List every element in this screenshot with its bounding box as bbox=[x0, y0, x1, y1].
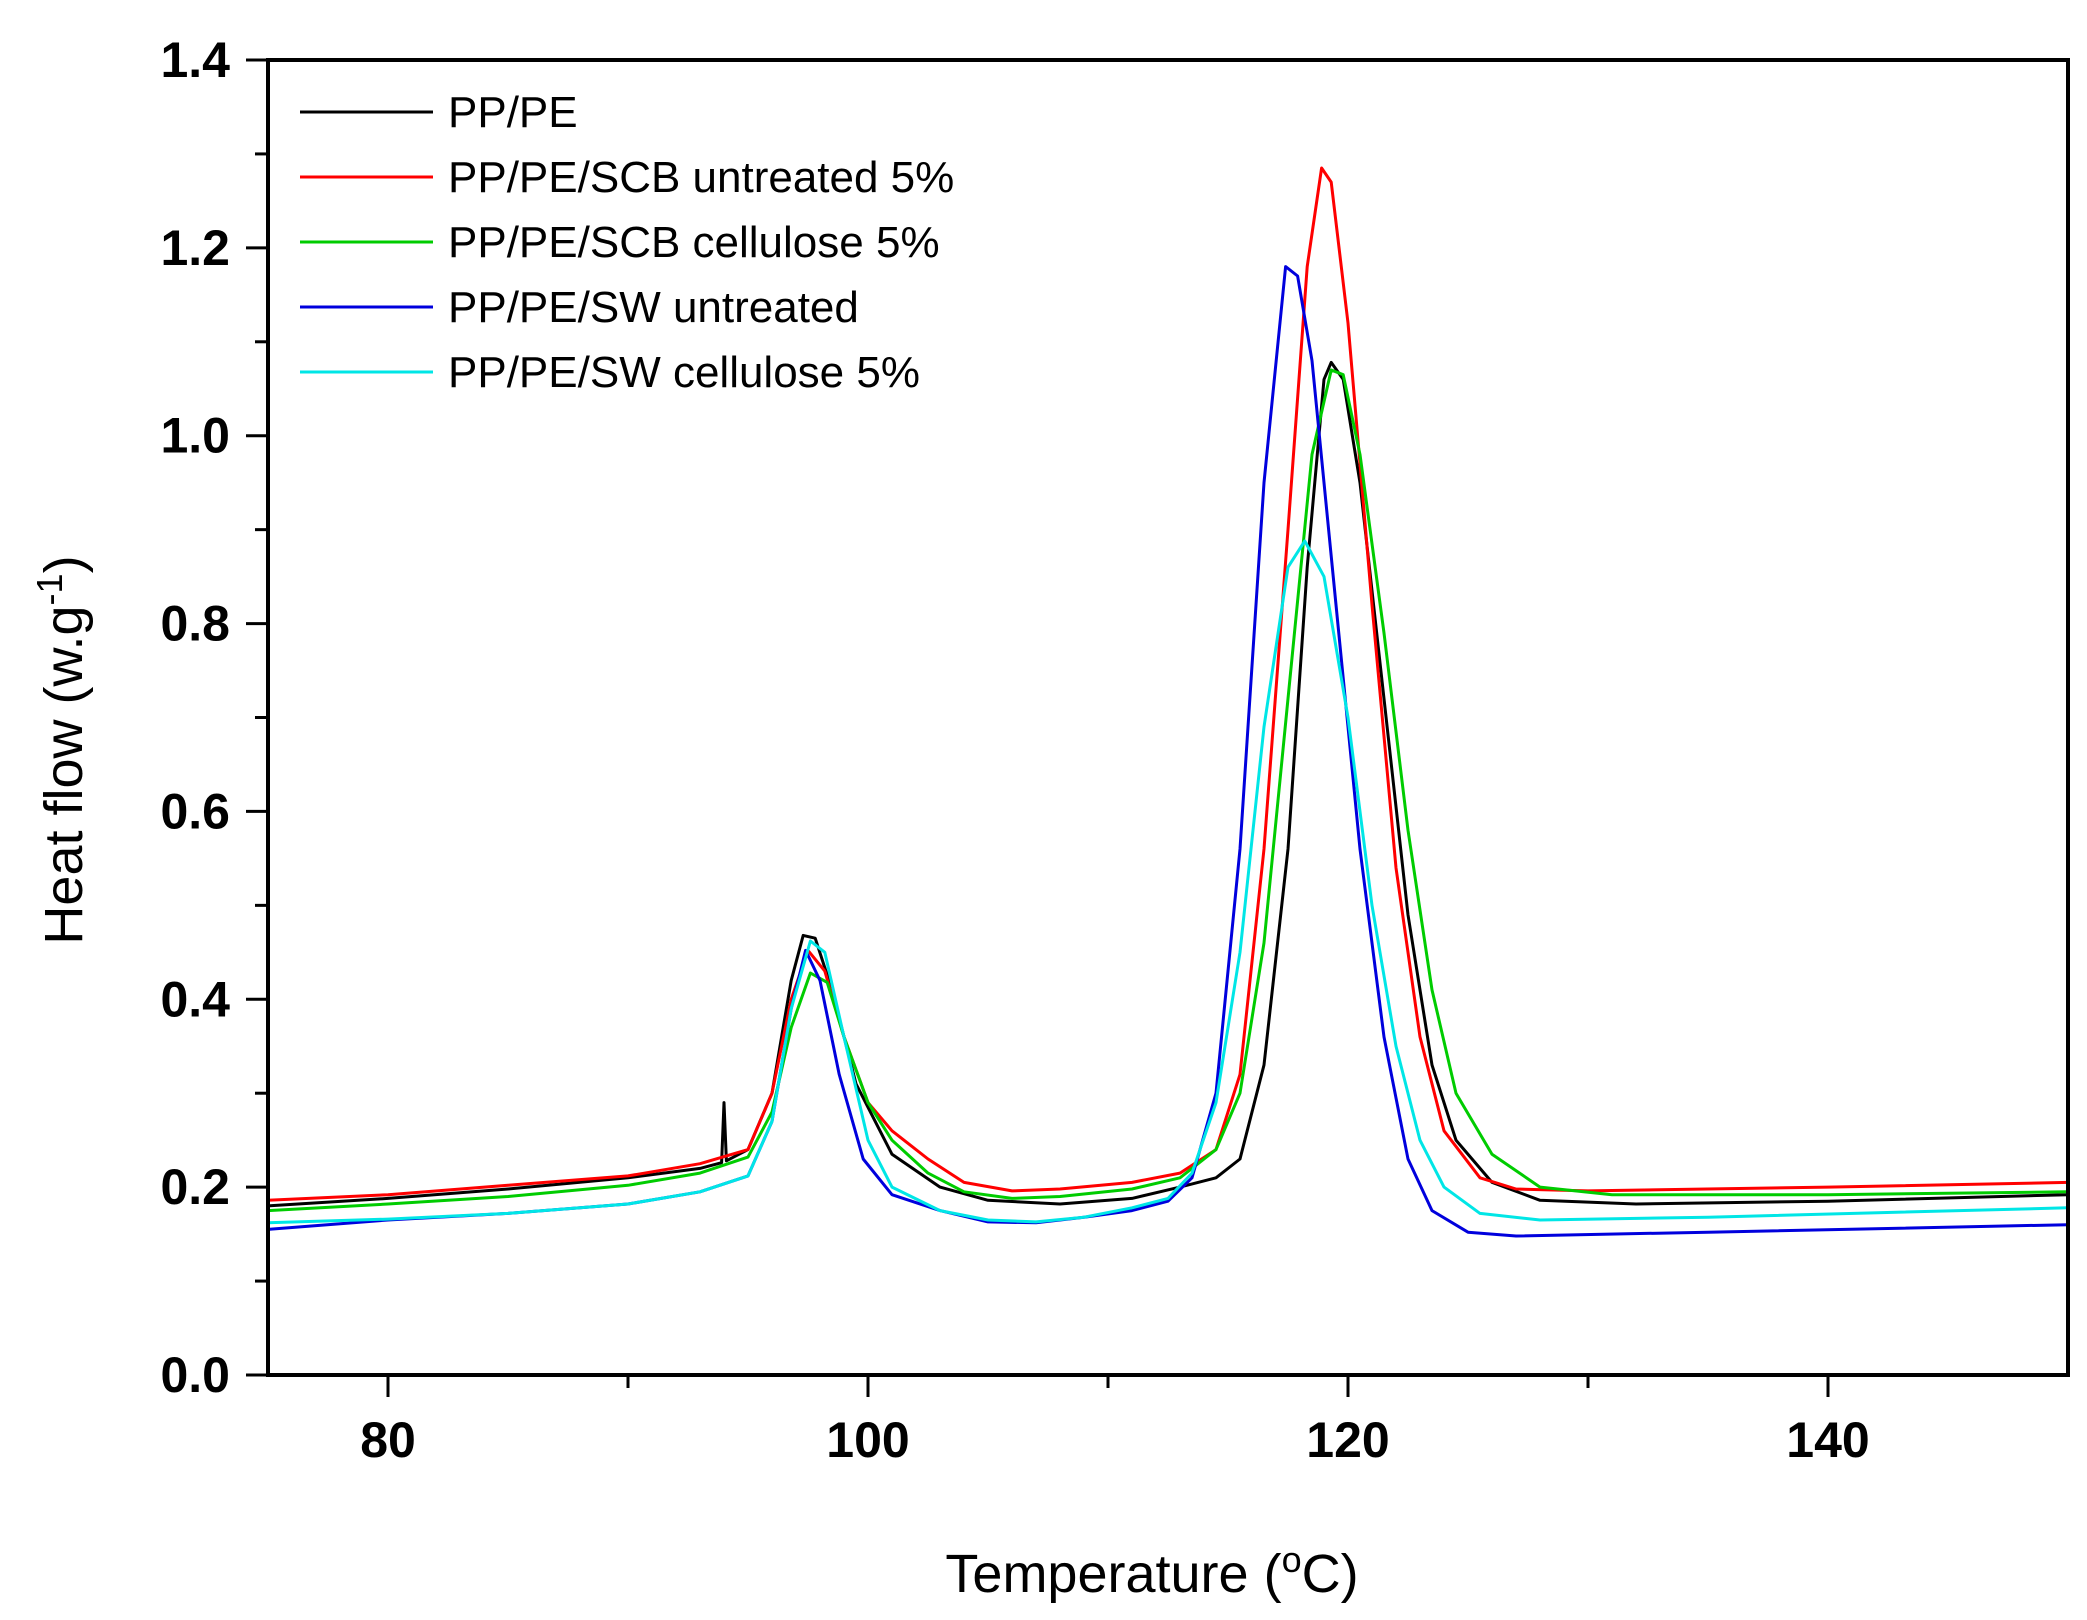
y-tick-label: 0.4 bbox=[160, 971, 230, 1027]
series-line-3 bbox=[267, 368, 2069, 1213]
legend-label: PP/PE/SCB untreated 5% bbox=[448, 153, 954, 202]
y-tick-label: 1.0 bbox=[160, 408, 230, 464]
y-tick-label: 0.2 bbox=[160, 1159, 230, 1215]
y-tick-label: 1.2 bbox=[160, 220, 230, 276]
plot-frame bbox=[266, 58, 2070, 1377]
legend: PP/PE PP/PE/SCB untreated 5% PP/PE/SCB cel… bbox=[300, 88, 954, 397]
x-tick-label: 120 bbox=[1306, 1412, 1389, 1468]
series-line-5 bbox=[267, 539, 2069, 1225]
legend-label: PP/PE/SW cellulose 5% bbox=[448, 348, 920, 397]
y-axis-title: Heat flow (w.g-1) bbox=[29, 555, 94, 944]
tick-labels: 80 100 120 140 0.0 0.2 0.4 0.6 0.8 1.0 1.2 1.4 bbox=[160, 32, 1869, 1468]
x-tick-label: 140 bbox=[1786, 1412, 1869, 1468]
legend-label: PP/PE/SCB cellulose 5% bbox=[448, 218, 940, 267]
axis-ticks bbox=[246, 58, 1830, 1397]
x-tick-label: 80 bbox=[360, 1412, 416, 1468]
x-tick-label: 100 bbox=[826, 1412, 909, 1468]
plot-lines bbox=[267, 166, 2069, 1238]
y-tick-label: 0.8 bbox=[160, 596, 230, 652]
y-tick-label: 0.6 bbox=[160, 783, 230, 839]
series-line-2 bbox=[267, 166, 2069, 1202]
x-axis-title: Temperature (oC) bbox=[945, 1539, 1358, 1604]
legend-label: PP/PE/SW untreated bbox=[448, 283, 859, 332]
series-line-1 bbox=[267, 360, 2069, 1208]
y-tick-label: 0.0 bbox=[160, 1347, 230, 1403]
y-tick-label: 1.4 bbox=[160, 32, 230, 88]
legend-label: PP/PE bbox=[448, 88, 578, 137]
